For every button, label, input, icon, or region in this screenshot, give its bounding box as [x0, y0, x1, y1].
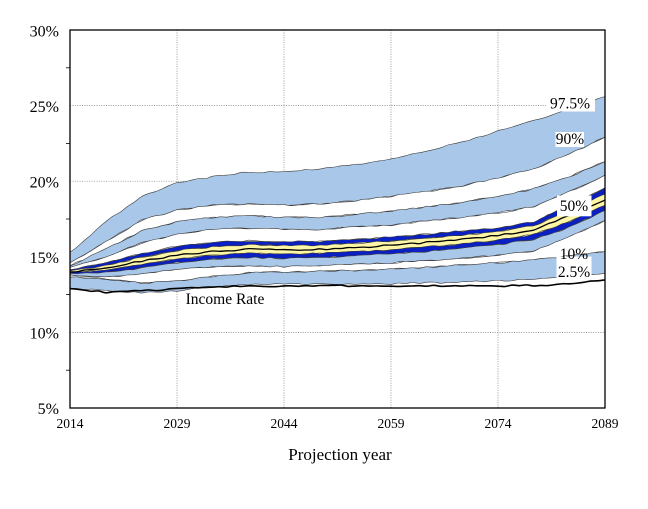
svg-text:2.5%: 2.5% [558, 264, 590, 281]
svg-text:25%: 25% [30, 99, 59, 116]
svg-text:2029: 2029 [164, 416, 191, 431]
svg-text:10%: 10% [560, 246, 589, 263]
svg-text:90%: 90% [556, 131, 585, 148]
svg-text:20%: 20% [30, 175, 59, 192]
svg-text:2059: 2059 [378, 416, 405, 431]
svg-text:97.5%: 97.5% [550, 96, 590, 113]
svg-text:30%: 30% [30, 24, 59, 41]
svg-text:2014: 2014 [57, 416, 84, 431]
svg-text:2074: 2074 [485, 416, 512, 431]
svg-text:50%: 50% [560, 198, 589, 215]
svg-text:Income Rate: Income Rate [186, 291, 265, 308]
svg-text:15%: 15% [30, 250, 59, 267]
svg-text:2044: 2044 [271, 416, 298, 431]
svg-text:Projection year: Projection year [288, 445, 392, 464]
svg-text:10%: 10% [30, 326, 59, 343]
svg-text:2089: 2089 [592, 416, 619, 431]
